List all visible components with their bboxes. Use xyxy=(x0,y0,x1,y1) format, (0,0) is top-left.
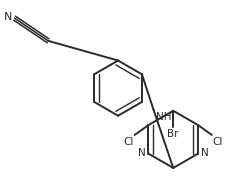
Text: N: N xyxy=(138,148,145,158)
Text: NH: NH xyxy=(155,112,171,122)
Text: N: N xyxy=(201,148,209,158)
Text: Cl: Cl xyxy=(213,137,223,147)
Text: Cl: Cl xyxy=(123,137,134,147)
Text: N: N xyxy=(4,12,13,22)
Text: Br: Br xyxy=(167,128,179,138)
